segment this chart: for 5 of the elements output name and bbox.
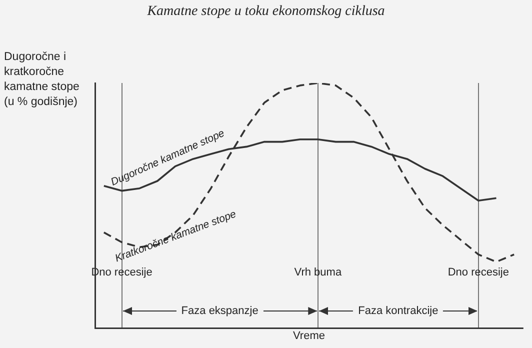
y-axis-title: Dugoročne i kratkoročne kamatne stope (u % godišnje) bbox=[4, 50, 80, 110]
chart-title: Kamatne stope u toku ekonomskog ciklusa bbox=[146, 4, 386, 20]
annotation: Faza ekspanzje bbox=[176, 304, 264, 318]
annotation: Faza kontrakcije bbox=[353, 304, 444, 318]
x-axis-title: Vreme bbox=[292, 330, 326, 342]
